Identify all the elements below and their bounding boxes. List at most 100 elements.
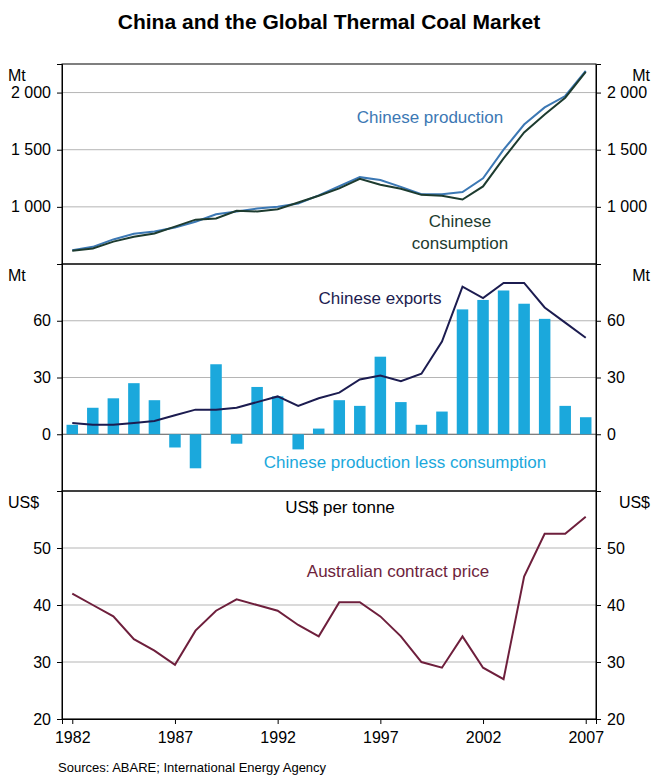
tick-label: 60 bbox=[33, 312, 51, 329]
tick-label: 20 bbox=[607, 711, 625, 728]
bar bbox=[457, 309, 469, 434]
tick-mark bbox=[586, 719, 587, 724]
chart-title: China and the Global Thermal Coal Market bbox=[118, 10, 540, 33]
grid bbox=[62, 548, 596, 719]
panel-0: 1 0001 5002 0001 0001 5002 000MtMtChines… bbox=[8, 64, 651, 265]
tick-label: 0 bbox=[42, 426, 51, 443]
bar bbox=[313, 429, 325, 435]
bar bbox=[395, 402, 407, 434]
series-label: Chinese production bbox=[357, 108, 503, 127]
line bbox=[72, 72, 585, 251]
line bbox=[72, 283, 585, 425]
tick: 1 500 bbox=[596, 141, 647, 158]
tick-mark bbox=[380, 719, 381, 724]
tick: 60 bbox=[33, 312, 62, 329]
bar bbox=[128, 383, 140, 434]
grid-line bbox=[62, 206, 596, 207]
source-note: Sources: ABARE; International Energy Age… bbox=[58, 760, 327, 775]
bar bbox=[292, 434, 304, 449]
axis-line bbox=[597, 265, 602, 492]
plot-area bbox=[67, 283, 592, 468]
tick-label: 2007 bbox=[568, 729, 604, 746]
tick: 30 bbox=[33, 654, 62, 671]
bar-series bbox=[67, 290, 592, 468]
line bbox=[72, 517, 585, 679]
tick-mark bbox=[57, 378, 62, 379]
tick-mark bbox=[175, 719, 176, 724]
axis-line bbox=[57, 265, 63, 492]
tick-label: 2002 bbox=[466, 729, 502, 746]
tick-label: 1 500 bbox=[11, 141, 51, 158]
x-axis: 198219871992199720022007 bbox=[55, 719, 604, 746]
y-axis-right: 0 30 60 bbox=[596, 265, 625, 492]
tick-mark bbox=[278, 719, 279, 724]
series-label: Chinese exports bbox=[319, 289, 442, 308]
tick-label: 1997 bbox=[363, 729, 399, 746]
series-label: Chinese production less consumption bbox=[264, 453, 547, 472]
tick-label: 40 bbox=[607, 597, 625, 614]
tick: 30 bbox=[596, 369, 625, 386]
bar bbox=[231, 434, 243, 443]
tick-label: 20 bbox=[33, 711, 51, 728]
plot-area bbox=[72, 517, 585, 679]
bar bbox=[272, 396, 284, 434]
bar bbox=[334, 400, 346, 434]
bar bbox=[251, 387, 263, 434]
y-axis-left: 1 0001 5002 000 bbox=[11, 65, 63, 265]
axis-line bbox=[57, 492, 63, 720]
axis-line bbox=[57, 65, 63, 265]
tick-mark bbox=[57, 605, 62, 606]
panel-frame bbox=[62, 264, 596, 491]
bar bbox=[375, 357, 387, 435]
tick-mark bbox=[596, 150, 601, 151]
bar bbox=[559, 406, 571, 434]
tick: 1982 bbox=[55, 719, 91, 746]
grid-line bbox=[62, 320, 596, 321]
tick: 2007 bbox=[568, 719, 604, 746]
tick-mark bbox=[483, 719, 484, 724]
tick-mark bbox=[596, 378, 601, 379]
tick-mark bbox=[596, 605, 601, 606]
tick-label: 1982 bbox=[55, 729, 91, 746]
tick: 50 bbox=[33, 540, 62, 557]
tick-label: 2 000 bbox=[607, 84, 647, 101]
tick: 1 500 bbox=[11, 141, 62, 158]
tick-label: 50 bbox=[33, 540, 51, 557]
tick-mark bbox=[596, 434, 601, 435]
tick: 1 000 bbox=[596, 198, 647, 215]
tick-mark bbox=[596, 662, 601, 663]
tick-mark bbox=[57, 321, 62, 322]
tick: 0 bbox=[42, 426, 62, 443]
tick: 2 000 bbox=[11, 84, 62, 101]
tick: 30 bbox=[33, 369, 62, 386]
panel-2: 2030405020304050US$US$US$ per tonne19821… bbox=[8, 491, 650, 746]
tick-label: 60 bbox=[607, 312, 625, 329]
tick-label: 1 000 bbox=[607, 198, 647, 215]
tick-label: 0 bbox=[607, 426, 616, 443]
tick-mark bbox=[596, 548, 601, 549]
y-unit-left: Mt bbox=[8, 67, 26, 84]
tick: 2 000 bbox=[596, 84, 647, 101]
tick: 20 bbox=[596, 711, 625, 728]
tick-mark bbox=[57, 662, 62, 663]
grid bbox=[62, 93, 596, 207]
panel-frame bbox=[62, 64, 596, 264]
tick-mark bbox=[57, 434, 62, 435]
y-axis-left: 0 30 60 bbox=[33, 265, 62, 492]
panel-subtitle: US$ per tonne bbox=[285, 498, 395, 517]
tick-mark bbox=[57, 719, 62, 720]
bar bbox=[498, 290, 510, 434]
tick: 30 bbox=[596, 654, 625, 671]
tick: 1997 bbox=[363, 719, 399, 746]
series-label: Chineseconsumption bbox=[412, 212, 508, 253]
tick-label: 30 bbox=[607, 654, 625, 671]
bar bbox=[190, 434, 202, 468]
tick-label: 30 bbox=[607, 369, 625, 386]
y-unit-left: Mt bbox=[8, 267, 26, 284]
tick: 0 bbox=[596, 426, 616, 443]
y-unit-right: US$ bbox=[619, 494, 650, 511]
tick: 2002 bbox=[466, 719, 502, 746]
tick-mark bbox=[57, 548, 62, 549]
line bbox=[72, 71, 585, 250]
tick-label: 1 500 bbox=[607, 141, 647, 158]
